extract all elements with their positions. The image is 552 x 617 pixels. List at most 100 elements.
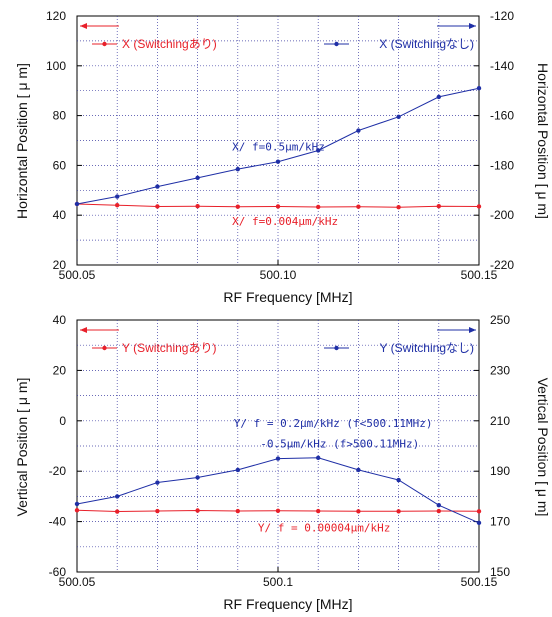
data-point: [476, 520, 482, 526]
legend-label: X (Switchingなし): [379, 37, 474, 51]
data-point: [476, 509, 482, 514]
data-point: [396, 205, 401, 210]
data-point: [436, 94, 441, 100]
y-right-tick-label: -220: [490, 258, 514, 272]
legend-marker: [102, 345, 107, 351]
y-left-tick-label: 20: [53, 363, 67, 377]
horizontal-position-chart: 500.05 500.10 500.15 20 40 60 80 100 120 -220 -200…: [14, 9, 551, 305]
x-tick-label: 500.05: [59, 575, 96, 589]
data-point: [155, 204, 160, 209]
x-tick-label: 500.1: [263, 575, 293, 589]
y-left-tick-label: 60: [53, 158, 67, 172]
data-point: [195, 508, 200, 513]
annotation: X/ f=0.004μm/kHz: [232, 215, 338, 228]
series-1: [74, 201, 482, 210]
data-point: [436, 508, 441, 514]
y-left-tick-label: 40: [53, 208, 67, 222]
y-right-tick-label: 190: [490, 464, 510, 478]
right-axis-arrowhead: [469, 23, 476, 29]
y-right-tick-label: 230: [490, 363, 510, 377]
x-axis-label: RF Frequency [MHz]: [223, 289, 352, 305]
legend: Y (Switchingあり) Y (Switchingなし): [80, 327, 476, 355]
y-left-tick-label: 80: [53, 109, 67, 123]
grid: [77, 16, 479, 265]
y-left-tick-label: -60: [49, 565, 67, 579]
data-point: [235, 508, 240, 514]
y-left-tick-label: 120: [46, 9, 66, 23]
y-right-tick-label: -160: [490, 109, 514, 123]
y-left-tick-label: -20: [49, 464, 67, 478]
y-left-tick-label: 40: [53, 313, 67, 327]
y-left-tick-label: 20: [53, 258, 67, 272]
right-axis-arrowhead: [469, 327, 476, 333]
data-point: [275, 508, 281, 513]
data-point: [275, 456, 281, 461]
legend-label: Y (Switchingなし): [380, 341, 474, 355]
data-point: [74, 201, 80, 207]
x-tick-label: 500.15: [461, 268, 498, 282]
data-point: [396, 114, 401, 120]
data-point: [235, 166, 240, 172]
data-point: [195, 475, 200, 480]
y-right-tick-label: -180: [490, 158, 514, 172]
legend: X (Switchingあり) X (Switchingなし): [80, 23, 476, 51]
data-point: [115, 509, 120, 514]
x-tick-label: 500.05: [59, 268, 96, 282]
data-point: [316, 508, 321, 514]
data-point: [356, 128, 361, 133]
data-point: [476, 204, 482, 209]
left-axis-arrowhead: [80, 23, 87, 29]
y-right-tick-label: -140: [490, 59, 514, 73]
y-left-tick-label: 0: [59, 414, 66, 428]
y-axis-left-label: Vertical Position [ μ m]: [14, 378, 30, 517]
data-point: [115, 494, 120, 499]
data-point: [155, 480, 160, 485]
legend-marker: [334, 41, 339, 47]
annotation: -0.5μm/kHz (f>500.11MHz): [260, 437, 419, 450]
annotation: X/ f=0.5μm/kHz: [232, 140, 325, 153]
legend-label: X (Switchingあり): [122, 37, 217, 51]
data-point: [74, 501, 80, 507]
x-tick-label: 500.15: [461, 575, 498, 589]
x-axis-label: RF Frequency [MHz]: [223, 596, 352, 612]
data-point: [476, 86, 482, 91]
legend-marker: [102, 41, 107, 47]
x-tick-label: 500.10: [260, 268, 297, 282]
annotation: Y/ f = 0.00004μm/kHz: [258, 522, 390, 535]
data-point: [115, 194, 120, 199]
data-point: [195, 175, 200, 181]
y-right-tick-label: 150: [490, 565, 510, 579]
data-point: [356, 467, 361, 473]
data-point: [356, 204, 361, 209]
y-right-tick-label: -120: [490, 9, 514, 23]
data-point: [436, 503, 441, 508]
data-point: [155, 184, 160, 189]
data-point: [74, 508, 80, 513]
data-point: [235, 467, 240, 473]
legend-label: Y (Switchingあり): [122, 341, 216, 355]
y-axis-left-label: Horizontal Position [ μ m]: [14, 63, 30, 219]
data-point: [275, 204, 281, 209]
data-point: [195, 204, 200, 209]
series-1: [74, 508, 482, 514]
data-point: [356, 509, 361, 514]
data-point: [155, 508, 160, 514]
y-right-tick-label: 250: [490, 313, 510, 327]
data-point: [275, 159, 281, 164]
y-left-tick-label: -40: [49, 515, 67, 529]
vertical-position-chart: 500.05 500.1 500.15 -60 -40 -20 0 20 40 150 170 190…: [14, 313, 551, 612]
data-point: [396, 477, 401, 483]
y-right-tick-label: 170: [490, 515, 510, 529]
annotation: Y/ f = 0.2μm/kHz (f<500.11MHz): [234, 417, 433, 430]
series-2: [74, 455, 482, 526]
data-point: [316, 148, 321, 153]
data-point: [316, 455, 321, 461]
data-point: [235, 204, 240, 209]
data-point: [396, 509, 401, 514]
series-2: [74, 86, 482, 207]
y-axis-right-label: Vertical Position [ μ m]: [535, 378, 551, 517]
grid: [77, 320, 479, 572]
data-point: [316, 204, 321, 210]
y-right-tick-label: 210: [490, 414, 510, 428]
